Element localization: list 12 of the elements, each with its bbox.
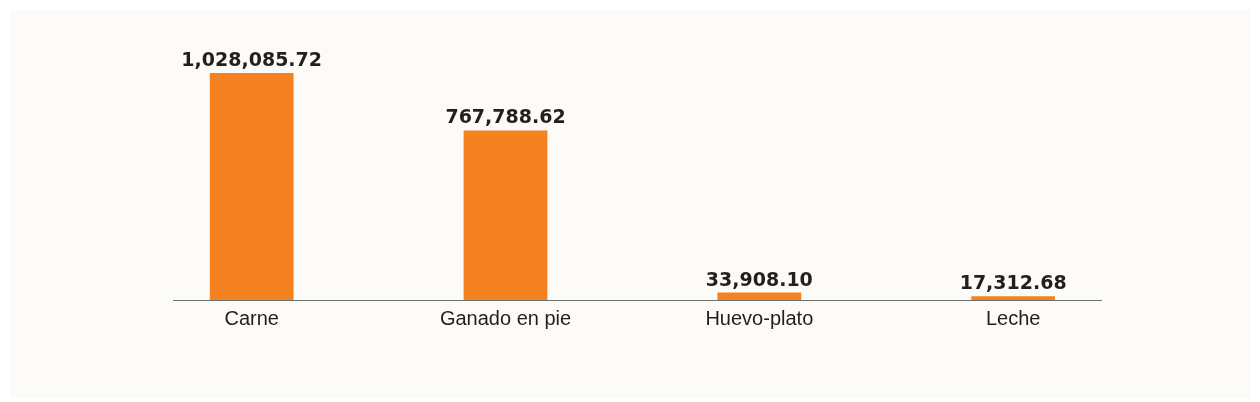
bar: [463, 130, 548, 300]
x-tick-label: Carne: [224, 307, 279, 329]
data-label: 1,028,085.72: [181, 47, 323, 70]
bar: [971, 296, 1056, 300]
x-tick-label: Huevo-plato: [705, 307, 814, 329]
data-label: 33,908.10: [705, 267, 813, 290]
data-label: 17,312.68: [959, 271, 1067, 294]
x-tick-label: Ganado en pie: [439, 307, 572, 329]
data-label: 767,788.62: [445, 105, 566, 128]
bar: [209, 72, 294, 300]
bar: [717, 292, 802, 300]
x-tick-label: Leche: [985, 307, 1041, 329]
